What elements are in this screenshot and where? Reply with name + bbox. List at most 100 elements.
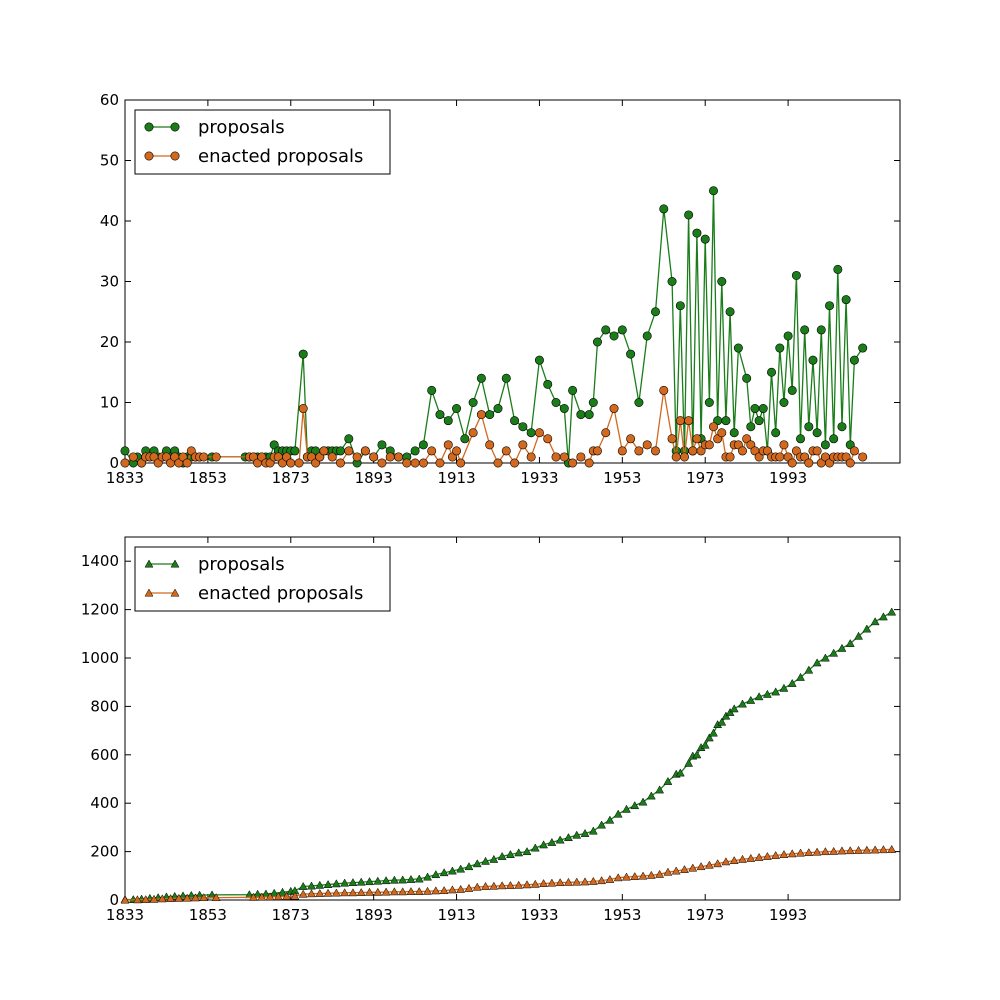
data-point — [319, 446, 329, 456]
data-point — [489, 881, 499, 890]
data-point — [547, 878, 557, 887]
data-point — [452, 446, 462, 456]
legend-marker — [170, 122, 180, 132]
data-point — [775, 452, 785, 462]
data-point — [315, 880, 325, 889]
data-point — [476, 410, 486, 420]
data-point — [663, 776, 673, 785]
data-point — [717, 276, 727, 286]
data-point — [820, 653, 830, 662]
data-point — [257, 892, 267, 901]
data-point — [323, 879, 333, 888]
data-point — [331, 888, 341, 897]
data-point — [414, 887, 424, 895]
data-point — [580, 828, 590, 837]
legend-box — [134, 109, 391, 175]
data-point — [530, 879, 540, 888]
data-point — [514, 848, 524, 857]
data-point — [845, 458, 855, 468]
data-point — [588, 397, 598, 407]
data-point — [754, 852, 764, 861]
data-point — [762, 689, 772, 698]
data-point — [510, 416, 520, 426]
data-point — [410, 458, 420, 468]
data-point — [812, 428, 822, 438]
data-point — [675, 768, 685, 777]
data-point — [650, 446, 660, 456]
data-point — [841, 295, 851, 305]
data-point — [348, 888, 358, 897]
data-point — [141, 895, 151, 903]
data-point — [887, 844, 897, 853]
data-point — [646, 791, 656, 800]
data-point — [796, 672, 805, 681]
data-point — [870, 845, 880, 854]
data-point — [418, 440, 428, 450]
data-point — [700, 234, 710, 244]
data-point — [199, 893, 209, 902]
data-point — [754, 692, 764, 701]
data-point — [597, 876, 607, 885]
data-point — [522, 847, 532, 856]
data-point — [414, 874, 424, 883]
data-point — [506, 849, 515, 858]
data-point — [298, 349, 308, 359]
data-point — [692, 434, 702, 444]
data-point — [526, 428, 536, 438]
y-tick-label: 0 — [109, 454, 119, 472]
data-point — [700, 740, 710, 749]
data-point — [592, 446, 602, 456]
data-point — [186, 890, 196, 899]
data-point — [211, 452, 221, 462]
data-point — [642, 440, 652, 450]
y-tick-label: 600 — [90, 746, 119, 764]
data-point — [373, 876, 383, 885]
data-point — [592, 337, 602, 347]
data-point — [157, 894, 167, 903]
data-point — [128, 452, 138, 462]
data-point — [858, 452, 868, 462]
y-tick-label: 400 — [90, 794, 119, 812]
data-point — [704, 397, 714, 407]
data-point — [659, 385, 669, 395]
legend-marker — [144, 559, 154, 568]
data-point — [476, 373, 486, 383]
data-point — [787, 458, 797, 468]
data-point — [601, 428, 611, 438]
data-point — [356, 887, 366, 896]
data-point — [878, 845, 888, 854]
data-point — [452, 404, 462, 414]
data-point — [771, 428, 781, 438]
data-point — [588, 826, 598, 835]
data-point — [754, 416, 764, 426]
data-point — [663, 867, 673, 876]
data-point — [199, 452, 209, 462]
data-point — [443, 440, 453, 450]
data-point — [804, 848, 814, 857]
data-point — [812, 847, 822, 856]
data-point — [758, 404, 768, 414]
data-point — [746, 422, 756, 432]
legend-label: proposals — [198, 117, 285, 138]
data-point — [771, 687, 781, 696]
y-tick-label: 1000 — [81, 649, 119, 667]
data-point — [738, 699, 747, 708]
x-tick-label: 1993 — [769, 469, 807, 487]
data-point — [389, 875, 399, 884]
data-point — [796, 434, 806, 444]
data-point — [820, 440, 830, 450]
legend-marker — [170, 559, 180, 568]
data-point — [298, 881, 308, 890]
data-point — [738, 854, 747, 863]
data-point — [849, 446, 859, 456]
data-point — [642, 331, 652, 341]
data-point — [622, 804, 631, 813]
x-tick-label: 1873 — [272, 469, 310, 487]
data-point — [427, 385, 437, 395]
data-point — [174, 893, 184, 902]
data-point — [431, 886, 441, 895]
data-point — [808, 355, 818, 365]
data-point — [506, 880, 515, 889]
data-point — [862, 845, 872, 854]
data-point — [385, 452, 395, 462]
